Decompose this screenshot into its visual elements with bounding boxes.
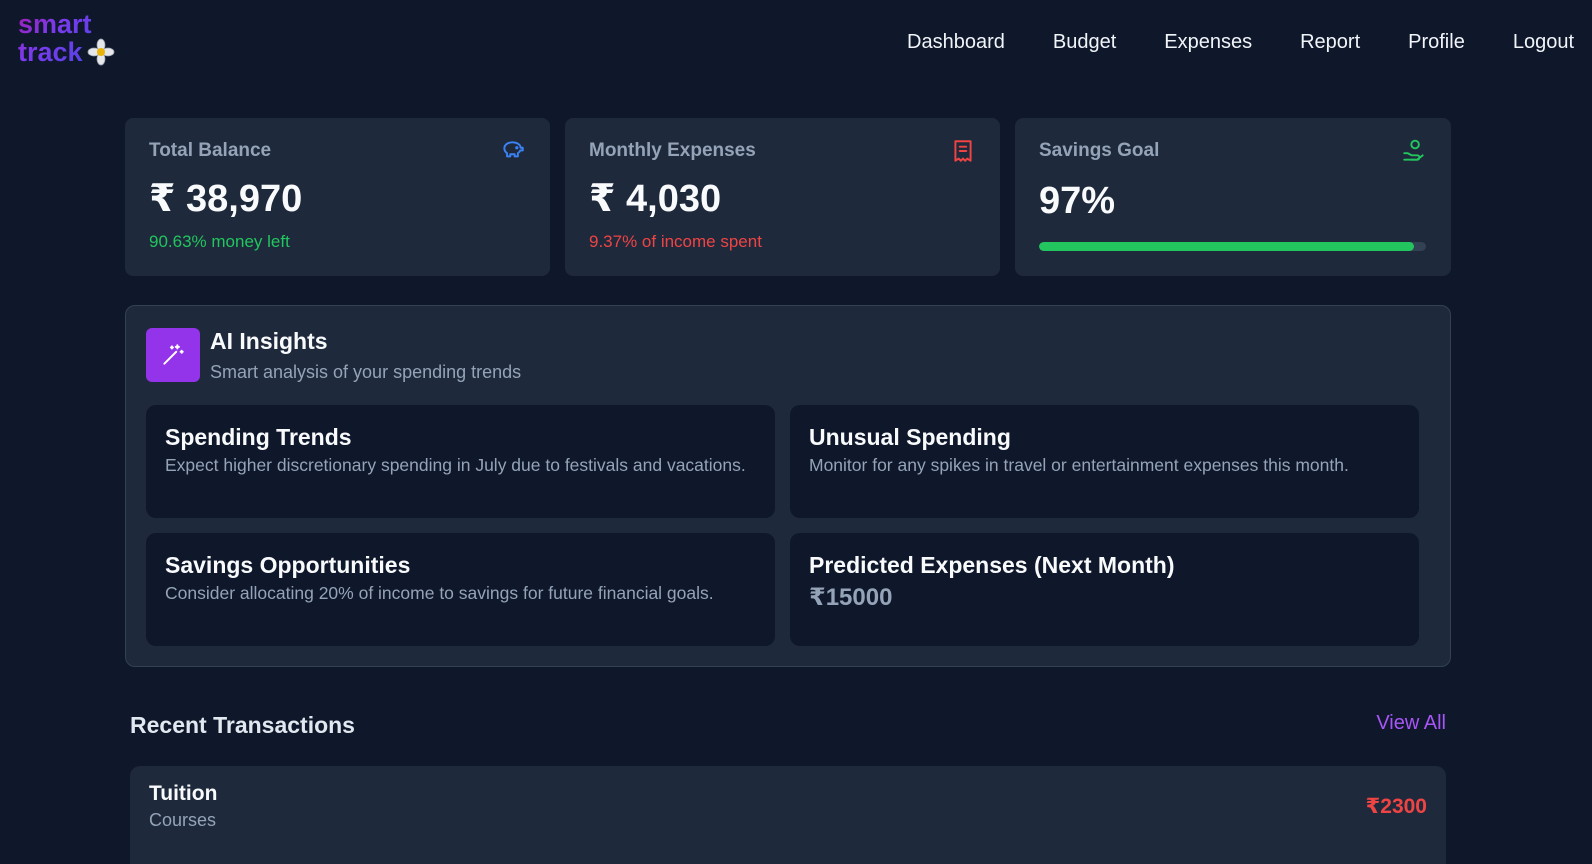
insight-spending-trends: Spending Trends Expect higher discretion… [146, 405, 775, 518]
predicted-expenses-value: ₹15000 [809, 584, 893, 611]
monthly-expenses-label: Monthly Expenses [589, 140, 756, 161]
brand-line-2: track [18, 37, 83, 67]
monthly-expenses-card: Monthly Expenses ₹ 4,030 9.37% of income… [565, 118, 1000, 276]
savings-goal-label: Savings Goal [1039, 140, 1160, 161]
total-balance-card: Total Balance ₹ 38,970 90.63% money left [125, 118, 550, 276]
total-balance-value: ₹ 38,970 [149, 178, 303, 220]
insight-title: Unusual Spending [809, 424, 1011, 450]
insight-unusual-spending: Unusual Spending Monitor for any spikes … [790, 405, 1419, 518]
main-nav: Dashboard Budget Expenses Report Profile… [907, 28, 1574, 56]
transaction-name: Tuition [149, 782, 218, 805]
transaction-row[interactable]: Tuition Courses ₹2300 [130, 766, 1446, 864]
insight-text: Consider allocating 20% of income to sav… [165, 583, 714, 603]
top-navbar: smart track Dashboard Budget Expenses Re… [0, 0, 1592, 84]
brand-logo[interactable]: smart track [18, 9, 115, 67]
ai-insights-subtitle: Smart analysis of your spending trends [210, 362, 522, 382]
ai-insights-panel: AI Insights Smart analysis of your spend… [125, 305, 1451, 667]
piggy-bank-icon [503, 141, 524, 158]
ai-insights-title: AI Insights [210, 328, 328, 354]
monthly-expenses-subtext: 9.37% of income spent [589, 232, 762, 251]
nav-expenses[interactable]: Expenses [1164, 31, 1253, 53]
total-balance-label: Total Balance [149, 140, 272, 161]
savings-goal-value: 97% [1039, 180, 1116, 222]
transaction-amount: ₹2300 [1365, 795, 1427, 818]
receipt-icon [954, 140, 972, 162]
nav-budget[interactable]: Budget [1052, 31, 1117, 53]
nav-logout[interactable]: Logout [1512, 31, 1574, 53]
recent-transactions-title: Recent Transactions [130, 712, 355, 738]
view-all-link[interactable]: View All [1376, 712, 1446, 734]
hand-coins-icon [1403, 139, 1424, 161]
insight-predicted-expenses: Predicted Expenses (Next Month) ₹15000 [790, 533, 1419, 646]
insight-title: Predicted Expenses (Next Month) [809, 552, 1175, 578]
total-balance-subtext: 90.63% money left [149, 232, 290, 251]
brand-line-1: smart [18, 9, 92, 39]
nav-dashboard[interactable]: Dashboard [907, 31, 1005, 53]
nav-profile[interactable]: Profile [1408, 31, 1465, 53]
magic-wand-icon [146, 328, 200, 382]
insight-title: Savings Opportunities [165, 552, 411, 578]
insight-title: Spending Trends [165, 424, 352, 450]
savings-progress-fill [1039, 242, 1415, 251]
savings-goal-card: Savings Goal 97% [1015, 118, 1451, 276]
savings-progress-bar [1039, 242, 1426, 251]
monthly-expenses-value: ₹ 4,030 [589, 178, 722, 220]
insight-savings-opportunities: Savings Opportunities Consider allocatin… [146, 533, 775, 646]
transaction-category: Courses [149, 810, 217, 830]
insight-text: Expect higher discretionary spending in … [165, 455, 746, 475]
flower-icon [87, 38, 115, 66]
nav-report[interactable]: Report [1300, 31, 1361, 53]
insight-text: Monitor for any spikes in travel or ente… [809, 455, 1349, 475]
